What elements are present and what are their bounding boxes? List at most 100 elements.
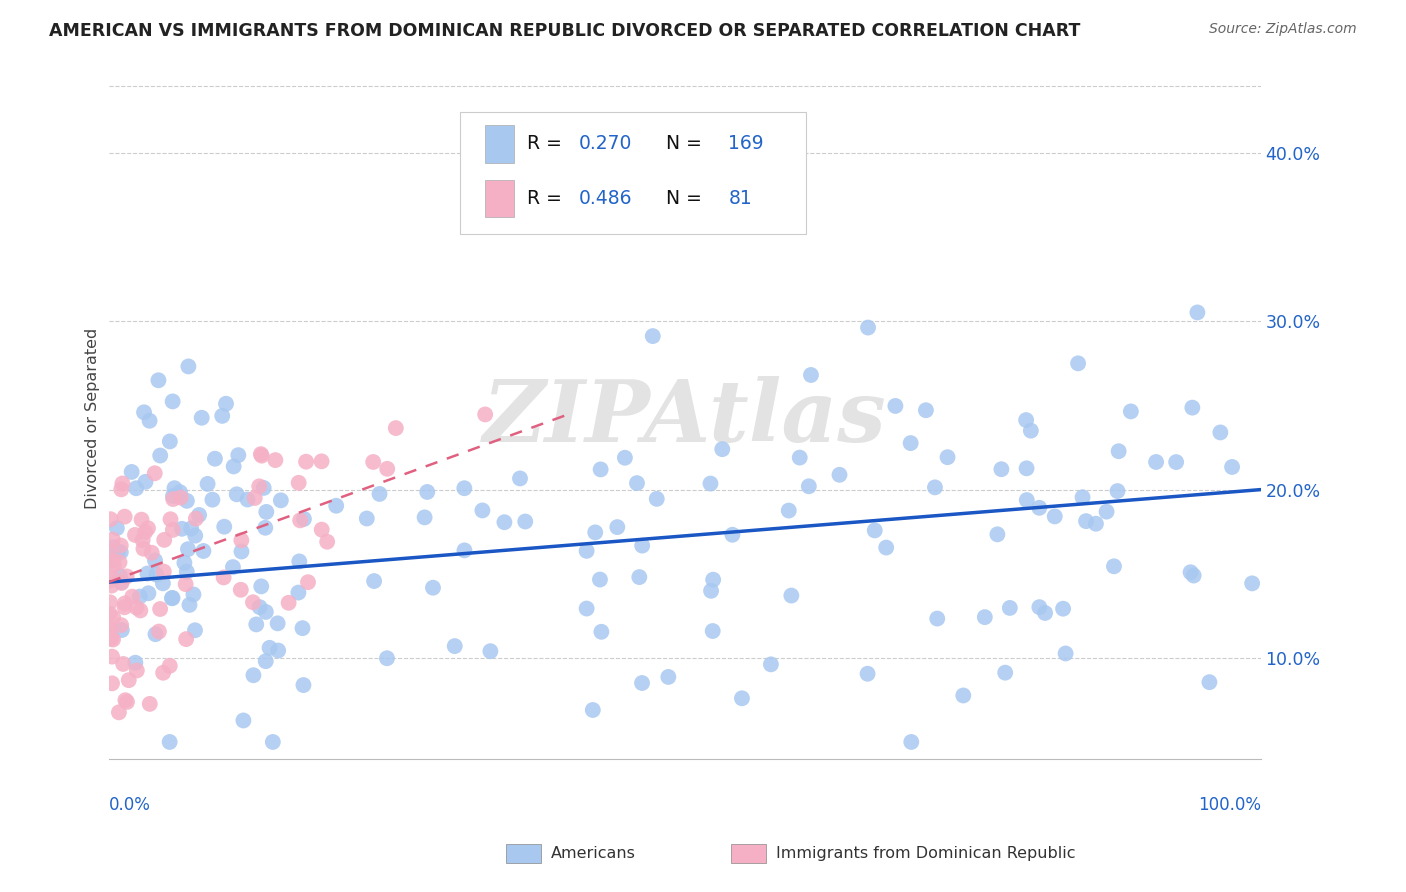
Point bbox=[114, 600, 136, 615]
Point bbox=[1180, 566, 1202, 580]
Text: 100.0%: 100.0% bbox=[1198, 797, 1261, 814]
Point bbox=[780, 589, 803, 603]
Point bbox=[1220, 460, 1243, 475]
Point bbox=[288, 513, 311, 527]
Text: N =: N = bbox=[654, 135, 707, 153]
Text: 0.270: 0.270 bbox=[579, 135, 633, 153]
Point bbox=[232, 714, 254, 728]
Point bbox=[288, 554, 311, 568]
Point bbox=[101, 570, 124, 584]
Point bbox=[98, 574, 121, 588]
Point bbox=[121, 590, 143, 604]
Point bbox=[159, 434, 181, 449]
Point bbox=[778, 503, 800, 517]
Point bbox=[226, 448, 249, 462]
Point bbox=[453, 543, 475, 558]
Point bbox=[148, 373, 170, 387]
Point bbox=[702, 573, 724, 587]
Point bbox=[797, 479, 820, 493]
Point bbox=[254, 505, 277, 519]
Point bbox=[1043, 509, 1066, 524]
Point bbox=[110, 545, 132, 559]
Point bbox=[316, 534, 339, 549]
Point bbox=[98, 621, 121, 635]
Point bbox=[247, 479, 270, 493]
Point bbox=[242, 668, 264, 682]
Point bbox=[254, 654, 277, 668]
Point bbox=[589, 573, 612, 587]
Point bbox=[98, 607, 121, 621]
Point bbox=[325, 499, 347, 513]
Point bbox=[183, 587, 205, 601]
Point bbox=[266, 616, 288, 631]
Point bbox=[101, 632, 124, 647]
Point bbox=[287, 475, 309, 490]
Text: 0.486: 0.486 bbox=[579, 189, 633, 208]
Point bbox=[1102, 559, 1125, 574]
Point bbox=[700, 583, 723, 598]
Point bbox=[112, 657, 135, 671]
Point bbox=[287, 585, 309, 599]
Point bbox=[169, 485, 191, 500]
Point bbox=[124, 528, 146, 542]
Point bbox=[159, 735, 181, 749]
Point bbox=[222, 560, 245, 574]
Point bbox=[114, 596, 136, 610]
Point bbox=[641, 329, 664, 343]
Point bbox=[575, 544, 598, 558]
Point bbox=[479, 644, 502, 658]
Point bbox=[114, 509, 136, 524]
Point bbox=[197, 477, 219, 491]
Point bbox=[179, 598, 201, 612]
Point bbox=[915, 403, 938, 417]
Point bbox=[111, 623, 134, 637]
Point bbox=[149, 449, 172, 463]
Point bbox=[105, 521, 128, 535]
Point bbox=[100, 579, 122, 593]
Point bbox=[101, 533, 124, 547]
Point bbox=[118, 673, 141, 688]
Point bbox=[494, 515, 516, 529]
Point bbox=[229, 582, 252, 597]
Point bbox=[103, 558, 125, 573]
Point bbox=[856, 320, 879, 334]
Point bbox=[204, 451, 226, 466]
Point bbox=[1241, 576, 1264, 591]
Point bbox=[245, 617, 267, 632]
Point bbox=[177, 542, 200, 557]
Point bbox=[295, 455, 318, 469]
Point bbox=[297, 575, 319, 590]
FancyBboxPatch shape bbox=[460, 112, 806, 234]
Point bbox=[128, 590, 150, 604]
Point bbox=[184, 624, 207, 638]
Point bbox=[471, 503, 494, 517]
Point bbox=[311, 523, 333, 537]
Point bbox=[110, 618, 132, 632]
Point bbox=[311, 454, 333, 468]
Point bbox=[986, 527, 1008, 541]
Point bbox=[264, 453, 287, 467]
Point bbox=[262, 735, 284, 749]
Point bbox=[375, 462, 398, 476]
Point bbox=[1095, 505, 1118, 519]
Point bbox=[134, 525, 156, 540]
Point bbox=[162, 491, 184, 506]
Point bbox=[1187, 305, 1209, 319]
Point bbox=[250, 449, 273, 463]
Point bbox=[212, 519, 235, 533]
Point bbox=[138, 586, 160, 600]
Point bbox=[361, 455, 384, 469]
Point bbox=[125, 600, 148, 615]
Point bbox=[291, 621, 314, 635]
Point bbox=[103, 610, 125, 624]
Text: 169: 169 bbox=[728, 135, 763, 153]
Point bbox=[356, 511, 378, 525]
Point bbox=[101, 649, 124, 664]
Point bbox=[924, 480, 946, 494]
Point bbox=[1028, 500, 1050, 515]
Point bbox=[215, 397, 238, 411]
Point bbox=[474, 408, 496, 422]
Point bbox=[180, 521, 202, 535]
Point bbox=[789, 450, 811, 465]
Point bbox=[242, 595, 264, 609]
